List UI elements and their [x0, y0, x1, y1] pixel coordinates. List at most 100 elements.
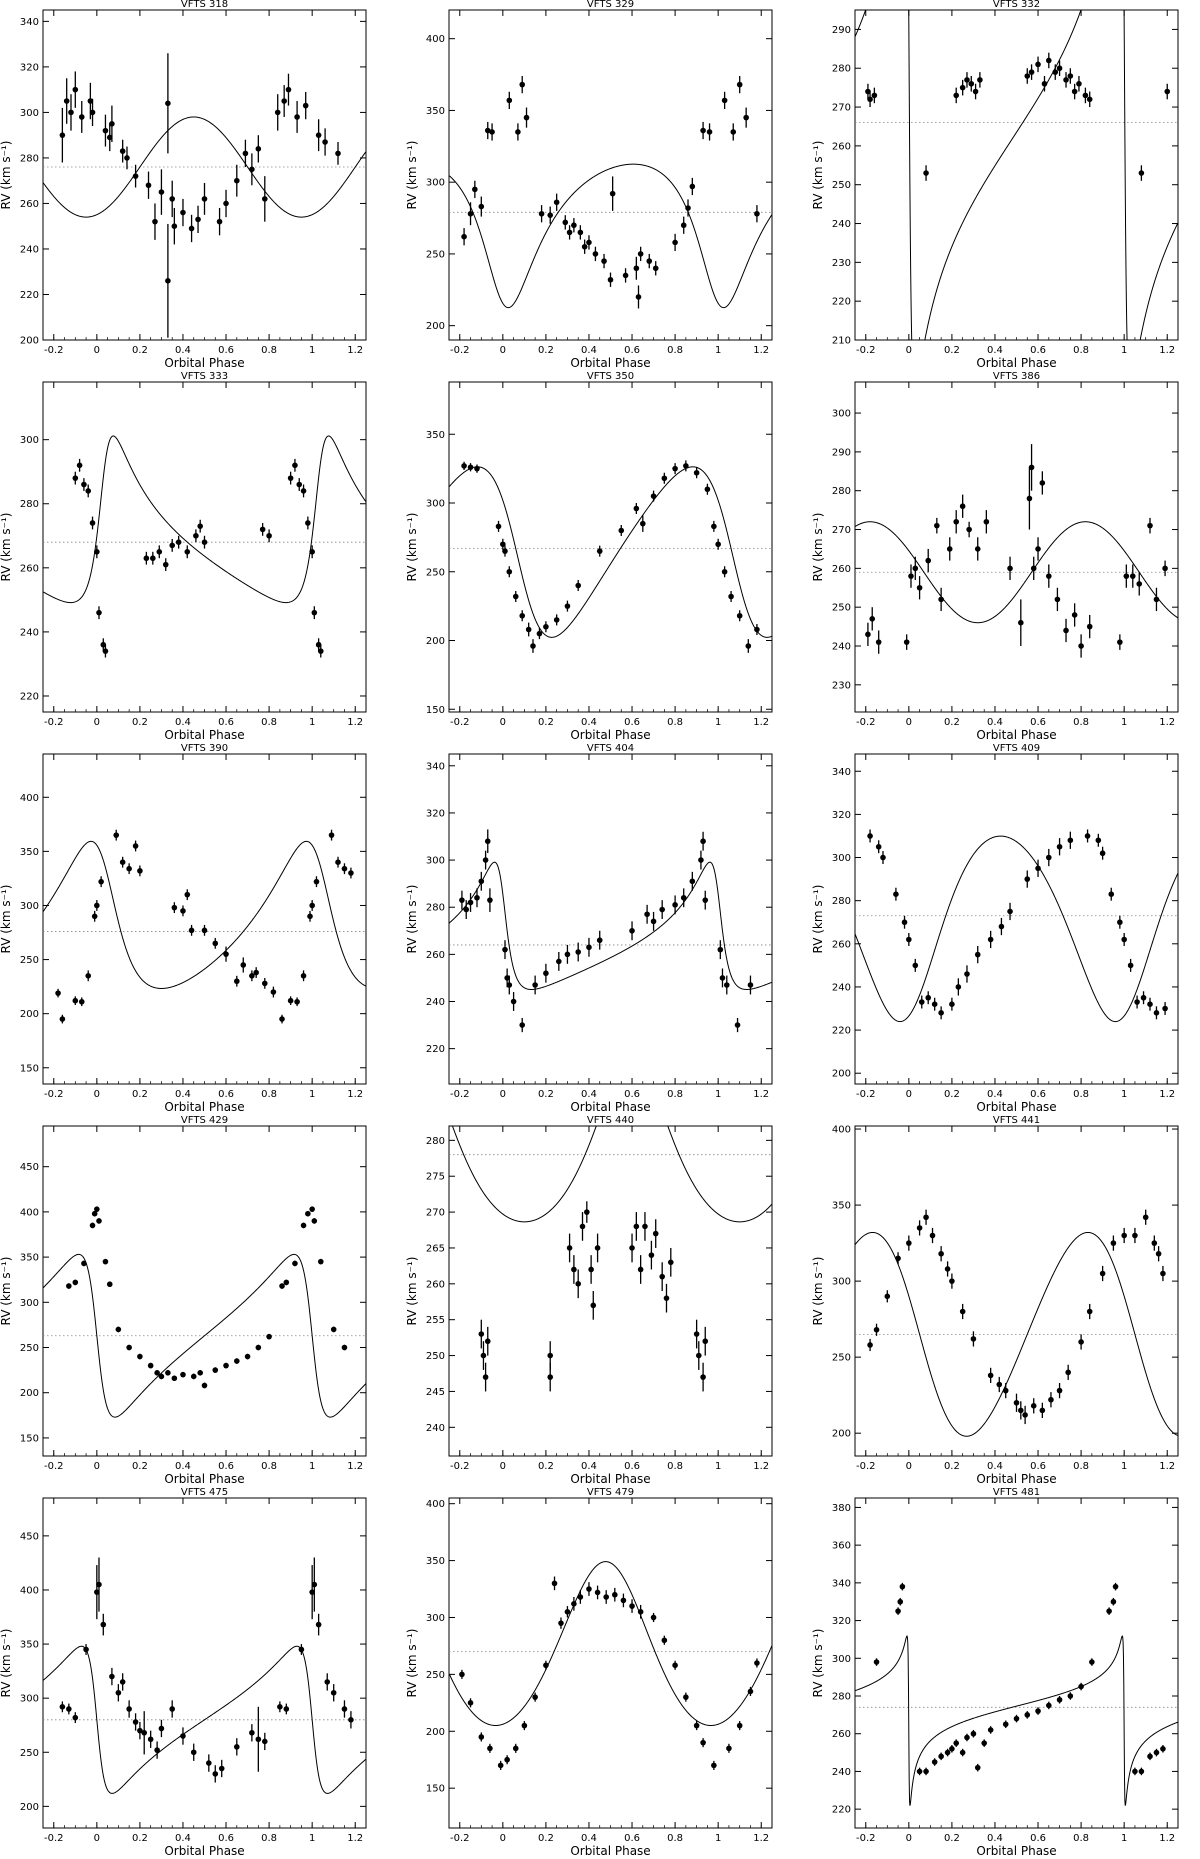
- panel-vfts-429: VFTS 429 -0.2 0 0.2 0.4 0.6 0.8 1 1.2 150 200 250 30…: [0, 1115, 367, 1486]
- y-tick-label: 340: [426, 761, 445, 772]
- x-tick-label: 0.2: [944, 717, 960, 728]
- rv-data-point: [601, 258, 607, 264]
- rv-data-point: [577, 1594, 584, 1600]
- orbit-model-curve: [449, 861, 772, 990]
- rv-data-point: [711, 523, 717, 530]
- y-tick-label: 220: [832, 1805, 851, 1816]
- x-tick-label: 0.2: [538, 345, 554, 356]
- x-tick-label: 0.2: [132, 717, 148, 728]
- rv-data-point: [543, 1662, 549, 1669]
- rv-data-point: [249, 166, 255, 173]
- rv-data-point: [981, 1740, 987, 1746]
- y-tick-label: 200: [426, 636, 445, 647]
- rv-data-point: [680, 222, 687, 229]
- plot-area: [43, 1206, 366, 1418]
- rv-data-point: [959, 1308, 966, 1315]
- x-tick-label: -0.2: [450, 717, 470, 728]
- rv-data-point: [944, 1266, 951, 1272]
- y-tick-label: 150: [426, 1784, 445, 1795]
- plot-frame: [42, 9, 367, 341]
- rv-data-point: [672, 902, 678, 908]
- y-tick-label: 230: [832, 258, 851, 269]
- rv-data-point: [1162, 565, 1168, 572]
- rv-data-point: [1129, 573, 1136, 579]
- rv-data-point: [175, 539, 182, 545]
- panel-title: VFTS 390: [181, 743, 228, 754]
- rv-data-point: [1132, 1232, 1138, 1239]
- rv-data-point: [1138, 170, 1145, 176]
- rv-data-point: [311, 1581, 318, 1588]
- rv-data-point: [931, 1759, 938, 1765]
- rv-data-point: [1142, 1214, 1149, 1221]
- x-tick-label: -0.2: [450, 1833, 470, 1844]
- rv-data-point: [1078, 643, 1084, 649]
- y-tick-label: 400: [20, 1207, 39, 1218]
- y-tick-label: 280: [832, 486, 851, 497]
- rv-data-point: [700, 1374, 706, 1380]
- rv-data-point: [1147, 1753, 1153, 1760]
- rv-data-point: [180, 209, 186, 216]
- rv-data-point: [596, 937, 603, 944]
- y-tick-label: 380: [832, 1503, 851, 1514]
- rv-data-point: [558, 1620, 564, 1626]
- rv-data-point: [715, 541, 721, 548]
- panel-vfts-329: VFTS 329 -0.2 0 0.2 0.4 0.6 0.8 1 1.2 200 250 300 35…: [405, 0, 773, 370]
- y-tick-label: 220: [832, 1026, 851, 1037]
- rv-data-point: [543, 970, 549, 977]
- rv-data-point: [274, 109, 281, 116]
- rv-data-point: [255, 146, 262, 152]
- rv-data-point: [197, 523, 203, 529]
- orbit-model-curve: [449, 1561, 772, 1726]
- x-tick-label: 0.6: [1030, 717, 1046, 728]
- rv-data-point: [987, 1727, 994, 1733]
- x-tick-label: 0.2: [538, 1833, 554, 1844]
- plot-area: [855, 10, 1178, 340]
- rv-data-point: [234, 177, 240, 184]
- plot-frame: [854, 9, 1179, 341]
- rv-data-point: [106, 1281, 113, 1288]
- rv-data-point: [895, 1255, 901, 1262]
- rv-data-point: [683, 1694, 689, 1700]
- y-tick-label: 280: [832, 896, 851, 907]
- y-tick-label: 400: [426, 34, 445, 45]
- rv-data-point: [1164, 88, 1171, 95]
- rv-data-point: [1030, 565, 1037, 572]
- rv-data-point: [897, 1598, 904, 1605]
- rv-data-point: [165, 278, 171, 284]
- rv-data-point: [1063, 77, 1069, 83]
- rv-data-point: [867, 833, 873, 839]
- rv-data-point: [1147, 522, 1153, 529]
- y-tick-label: 300: [426, 1613, 445, 1624]
- y-tick-label: 260: [20, 199, 39, 210]
- y-tick-label: 300: [20, 1298, 39, 1309]
- x-tick-label: 0.4: [175, 717, 191, 728]
- rv-data-point: [171, 223, 178, 230]
- rv-data-point: [1048, 1396, 1054, 1403]
- plot-area: [855, 1582, 1178, 1806]
- rv-data-point: [1121, 936, 1127, 943]
- plot-frame: [448, 381, 773, 713]
- x-tick-label: 0.8: [1073, 1461, 1089, 1472]
- rv-data-point: [261, 1738, 268, 1745]
- rv-data-point: [322, 139, 328, 145]
- y-tick-label: 250: [426, 1351, 445, 1362]
- rv-data-point: [201, 539, 208, 545]
- rv-data-point: [94, 902, 100, 909]
- rv-data-point: [132, 843, 139, 849]
- rv-data-point: [519, 81, 526, 88]
- rv-data-point: [629, 1245, 635, 1251]
- rv-data-point: [949, 1746, 955, 1752]
- plot-area: [43, 435, 366, 658]
- rv-data-point: [586, 239, 592, 246]
- rv-data-point: [553, 617, 560, 623]
- plot-area: [449, 76, 772, 309]
- rv-data-point: [693, 1331, 700, 1337]
- panel-title: VFTS 475: [181, 1487, 228, 1498]
- plot-frame: [448, 1497, 773, 1829]
- y-tick-label: 350: [426, 430, 445, 441]
- y-tick-label: 240: [832, 982, 851, 993]
- rv-data-point: [212, 1771, 219, 1777]
- rv-data-point: [680, 894, 687, 901]
- rv-data-point: [916, 1225, 923, 1231]
- x-tick-label: 0: [906, 1089, 912, 1100]
